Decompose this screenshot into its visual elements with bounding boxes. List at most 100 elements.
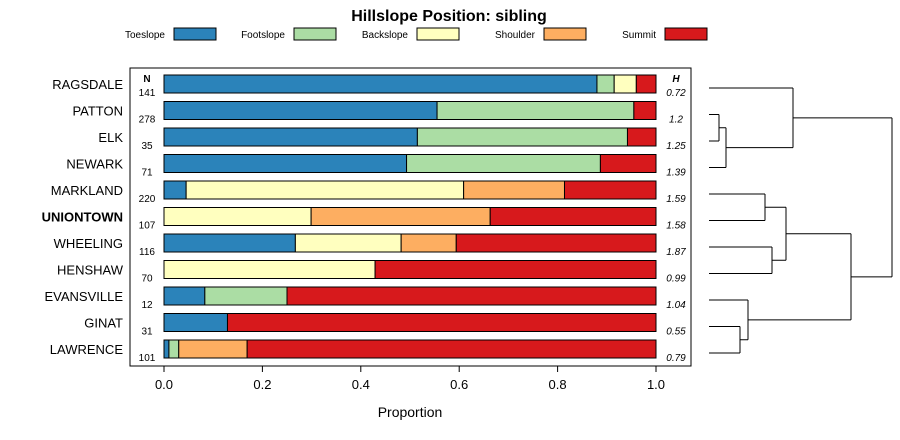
bar-segment-toeslope <box>163 180 187 200</box>
bar-segment-toeslope <box>163 286 206 306</box>
n-column-header: N <box>143 74 150 85</box>
bar-segment-summit <box>374 260 657 279</box>
legend-label-footslope: Footslope <box>241 30 285 41</box>
bar-segment-backslope <box>185 180 465 200</box>
x-tick-label: 0.0 <box>155 377 173 392</box>
row-n-value: 101 <box>139 353 156 364</box>
legend: Toeslope Footslope Backslope Shoulder Summit <box>125 27 708 41</box>
bar-segment-backslope <box>163 260 376 279</box>
row-h-value: 1.39 <box>666 168 686 179</box>
bar-row-newark: NEWARK 71 1.39 <box>66 154 686 179</box>
x-tick-label: 0.4 <box>352 377 370 392</box>
row-h-value: 1.25 <box>666 141 686 152</box>
row-h-value: 0.99 <box>666 274 686 285</box>
row-h-value: 1.59 <box>666 194 686 205</box>
row-n-value: 141 <box>139 88 156 99</box>
row-n-value: 220 <box>139 194 156 205</box>
x-tick-label: 0.8 <box>549 377 567 392</box>
bar-segment-summit <box>626 127 657 147</box>
bar-segment-footslope <box>168 339 180 359</box>
row-n-value: 70 <box>141 274 153 285</box>
bar-rows: RAGSDALE 141 0.72 PATTON 278 1.2 ELK 35 1.25 NEWA… <box>42 74 686 364</box>
legend-label-backslope: Backslope <box>362 30 409 41</box>
bar-segment-toeslope <box>163 154 408 173</box>
legend-swatch-backslope <box>416 27 460 41</box>
legend-swatch-summit <box>664 27 708 41</box>
row-h-value: 1.04 <box>666 300 686 311</box>
plot-frame <box>129 67 692 367</box>
row-label: PATTON <box>72 104 123 119</box>
bar-segment-summit <box>246 339 657 359</box>
bar-segment-shoulder <box>310 207 491 226</box>
bar-segment-backslope <box>613 74 637 94</box>
row-h-value: 0.72 <box>666 88 686 99</box>
bar-segment-toeslope <box>163 233 296 253</box>
legend-swatch-footslope <box>293 27 337 41</box>
bar-segment-toeslope <box>163 339 170 359</box>
row-h-value: 1.2 <box>669 115 683 126</box>
bar-row-lawrence: LAWRENCE 101 0.79 <box>50 339 686 364</box>
row-label: HENSHAW <box>57 263 124 278</box>
legend-swatch-shoulder <box>543 27 587 41</box>
bar-row-markland: MARKLAND 220 1.59 <box>51 180 686 205</box>
bar-row-henshaw: HENSHAW 70 0.99 <box>57 260 686 285</box>
row-n-value: 35 <box>141 141 153 152</box>
bar-segment-shoulder <box>178 339 248 359</box>
row-label: EVANSVILLE <box>44 289 123 304</box>
row-n-value: 116 <box>139 247 155 258</box>
bar-segment-footslope <box>406 154 601 173</box>
bar-segment-toeslope <box>163 74 598 94</box>
legend-label-summit: Summit <box>622 30 656 41</box>
row-label: WHEELING <box>54 236 123 251</box>
bar-segment-toeslope <box>163 313 228 332</box>
row-n-value: 107 <box>139 221 156 232</box>
bar-row-evansville: EVANSVILLE 12 1.04 <box>44 286 686 311</box>
bar-segment-summit <box>286 286 657 306</box>
bar-segment-footslope <box>416 127 628 147</box>
row-n-value: 278 <box>139 115 156 126</box>
bar-segment-footslope <box>596 74 615 94</box>
row-label: MARKLAND <box>51 183 123 198</box>
x-tick-label: 0.2 <box>253 377 271 392</box>
bar-segment-toeslope <box>163 127 418 147</box>
dendrogram <box>709 87 893 354</box>
row-n-value: 71 <box>141 168 153 179</box>
row-label: UNIONTOWN <box>42 210 123 225</box>
legend-swatch-toeslope <box>173 27 217 41</box>
row-label: LAWRENCE <box>50 342 124 357</box>
bar-segment-summit <box>489 207 657 226</box>
row-h-value: 0.55 <box>666 327 686 338</box>
bar-segment-summit <box>563 180 657 200</box>
bar-segment-summit <box>226 313 657 332</box>
bar-segment-summit <box>635 74 657 94</box>
row-label: NEWARK <box>66 157 123 172</box>
x-axis: 0.0 0.2 0.4 0.6 0.8 1.0 <box>155 366 665 392</box>
row-n-value: 31 <box>141 327 153 338</box>
bar-row-elk: ELK 35 1.25 <box>98 127 686 152</box>
bar-row-ragsdale: RAGSDALE 141 0.72 <box>52 74 686 99</box>
h-column-header: H <box>672 74 680 85</box>
bar-segment-summit <box>633 101 657 120</box>
legend-label-toeslope: Toeslope <box>125 30 165 41</box>
x-tick-label: 1.0 <box>647 377 665 392</box>
bar-segment-backslope <box>294 233 402 253</box>
bar-row-uniontown: UNIONTOWN 107 1.58 <box>42 207 686 232</box>
bar-row-wheeling: WHEELING 116 1.87 <box>54 233 686 258</box>
bar-row-ginat: GINAT 31 0.55 <box>84 313 686 338</box>
row-label: RAGSDALE <box>52 77 123 92</box>
legend-label-shoulder: Shoulder <box>495 30 536 41</box>
x-axis-label: Proportion <box>378 404 443 420</box>
row-h-value: 0.79 <box>666 353 686 364</box>
row-label: GINAT <box>84 316 123 331</box>
bar-row-patton: PATTON 278 1.2 <box>72 101 683 126</box>
row-label: ELK <box>98 130 123 145</box>
row-h-value: 1.87 <box>666 247 686 258</box>
row-h-value: 1.58 <box>666 221 686 232</box>
bar-segment-footslope <box>436 101 635 120</box>
bar-segment-shoulder <box>463 180 565 200</box>
bar-segment-summit <box>599 154 657 173</box>
chart-title: Hillslope Position: sibling <box>351 8 547 25</box>
bar-segment-footslope <box>204 286 288 306</box>
bar-segment-backslope <box>163 207 312 226</box>
